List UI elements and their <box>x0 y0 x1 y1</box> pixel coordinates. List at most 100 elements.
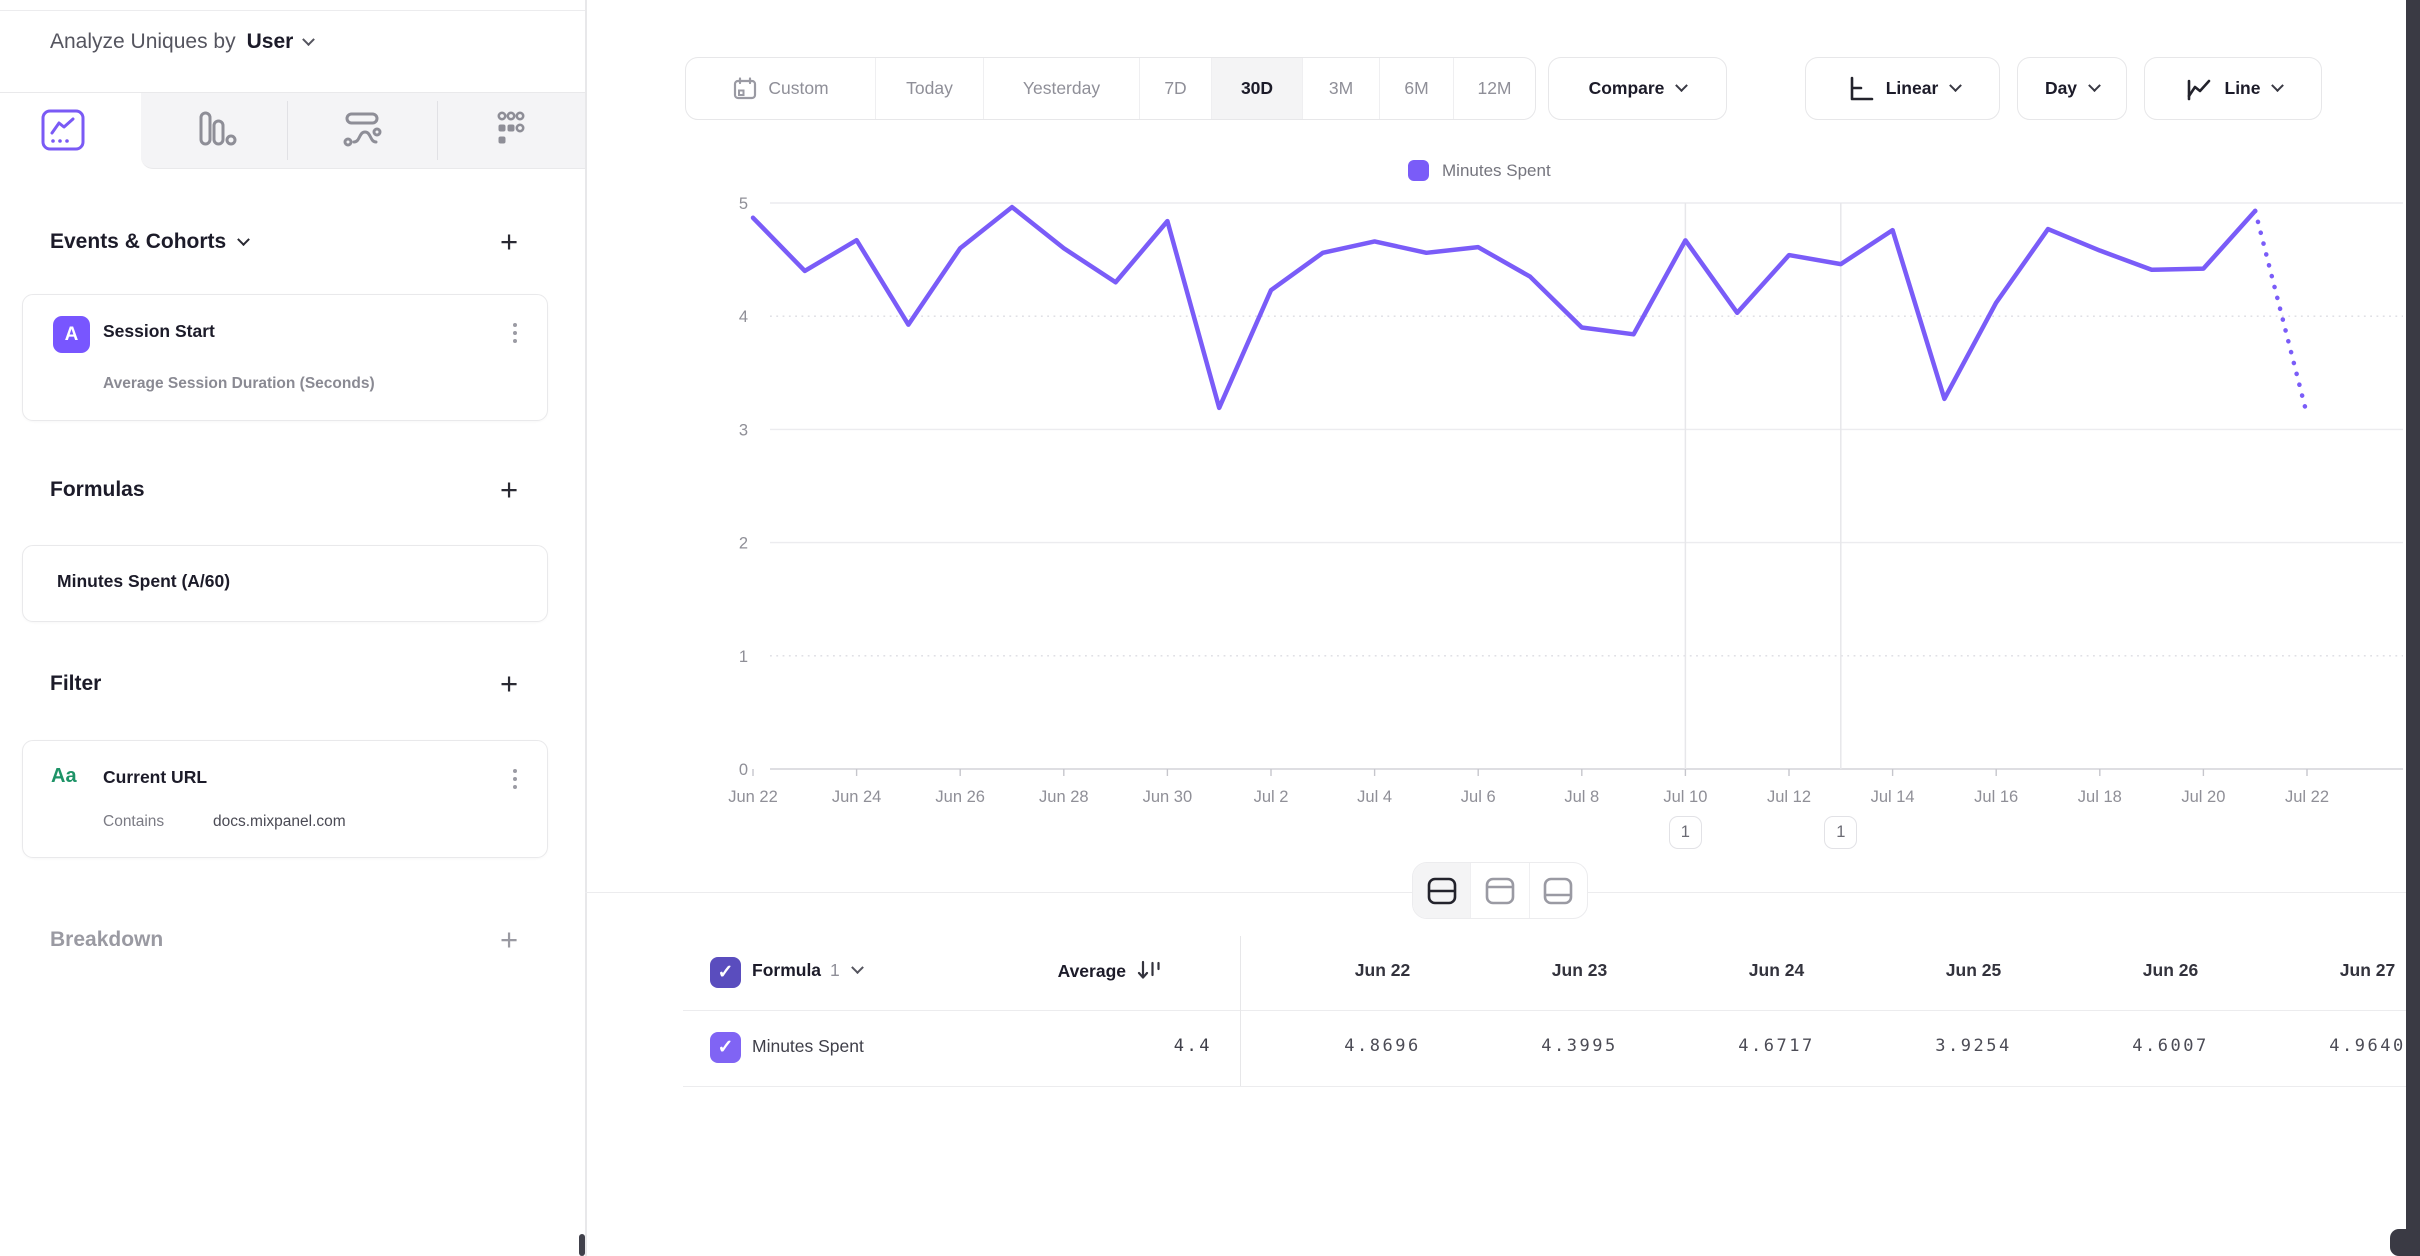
x-axis-label: Jul 14 <box>1871 788 1915 806</box>
add-formula-button[interactable]: + <box>499 472 519 507</box>
annotation-badge[interactable]: 1 <box>1668 816 1702 849</box>
layout-chart-only-button[interactable] <box>1470 863 1528 918</box>
filter-operator[interactable]: Contains <box>103 813 165 830</box>
add-breakdown-button[interactable]: + <box>499 922 519 957</box>
add-event-button[interactable]: + <box>499 224 519 259</box>
more-menu-icon[interactable] <box>509 765 521 793</box>
sort-descending-icon[interactable] <box>1136 958 1162 984</box>
x-axis-label: Jun 30 <box>1143 788 1193 806</box>
event-title[interactable]: Session Start <box>103 321 215 341</box>
chart-type-button[interactable]: Line <box>2144 57 2322 120</box>
flows-tab-icon[interactable] <box>339 108 385 152</box>
analyze-uniques-row[interactable]: Analyze Uniques by User <box>50 30 316 54</box>
retention-grid-tab-icon[interactable] <box>488 108 534 152</box>
window-edge-strip <box>2406 0 2420 1256</box>
average-header-label: Average <box>1057 960 1126 981</box>
layout-split-button[interactable] <box>1413 863 1471 918</box>
y-axis-label: 0 <box>739 761 748 779</box>
date-range-3m[interactable]: 3M <box>1302 58 1379 119</box>
date-range-label: Yesterday <box>1022 78 1101 98</box>
filter-value[interactable]: docs.mixpanel.com <box>213 813 346 830</box>
chevron-down-icon <box>1675 79 1689 93</box>
table-date-header[interactable]: Jun 23 <box>1551 960 1608 980</box>
select-all-checkbox[interactable]: ✓ <box>710 957 741 988</box>
event-aggregation[interactable]: Average Session Duration (Seconds) <box>103 375 375 392</box>
layout-toggle-group <box>1412 862 1588 919</box>
x-axis-label: Jun 28 <box>1039 788 1089 806</box>
date-range-label: Custom <box>768 78 829 98</box>
legend-label: Minutes Spent <box>1442 160 1551 180</box>
chevron-down-icon <box>237 232 251 246</box>
date-range-custom[interactable]: Custom <box>686 58 875 119</box>
layout-table-only-button[interactable] <box>1528 863 1587 918</box>
bar-chart-tab-icon[interactable] <box>191 108 237 152</box>
x-axis-label: Jul 8 <box>1564 788 1599 806</box>
events-cohorts-header[interactable]: Events & Cohorts <box>50 230 251 254</box>
formula-card[interactable]: Minutes Spent (A/60) <box>22 545 548 622</box>
filter-card-current-url[interactable]: Aa Current URL Contains docs.mixpanel.co… <box>22 740 548 858</box>
analyze-uniques-label: Analyze Uniques by <box>50 30 236 53</box>
tab-divider <box>287 101 288 160</box>
add-filter-button[interactable]: + <box>499 666 519 701</box>
filter-header: Filter <box>50 672 101 696</box>
formula-group-header[interactable]: Formula 1 <box>752 960 864 981</box>
table-date-header[interactable]: Jun 26 <box>2142 960 2199 980</box>
analyze-uniques-value[interactable]: User <box>246 30 294 53</box>
x-axis-label: Jul 4 <box>1357 788 1392 806</box>
formula-group-number: 1 <box>830 960 840 980</box>
date-range-label: Today <box>906 78 953 98</box>
scale-button[interactable]: Linear <box>1805 57 2000 120</box>
formula-expression[interactable]: Minutes Spent (A/60) <box>57 571 231 591</box>
compare-button[interactable]: Compare <box>1548 57 1727 120</box>
annotation-badge[interactable]: 1 <box>1824 816 1858 849</box>
series-line <box>750 204 2258 411</box>
date-range-6m[interactable]: 6M <box>1379 58 1453 119</box>
table-date-header[interactable]: Jun 25 <box>1945 960 2002 980</box>
breakdown-label: Breakdown <box>50 928 164 951</box>
table-cell-value: 4.6717 <box>1738 1036 1815 1056</box>
y-axis-label: 5 <box>739 195 748 213</box>
date-range-7d[interactable]: 7D <box>1139 58 1211 119</box>
filter-property[interactable]: Current URL <box>103 767 208 787</box>
event-letter-badge: A <box>53 316 90 353</box>
table-date-header[interactable]: Jun 27 <box>2339 960 2396 980</box>
series-checkbox[interactable]: ✓ <box>710 1032 741 1063</box>
date-range-label: 30D <box>1240 78 1274 98</box>
scrollbar-thumb[interactable] <box>2390 1229 2420 1256</box>
average-column-header[interactable]: Average <box>1000 958 1162 984</box>
report-tab-bar <box>0 92 585 169</box>
chevron-down-icon <box>2088 79 2101 93</box>
table-row-divider <box>683 1010 2406 1011</box>
date-range-label: 3M <box>1328 78 1354 98</box>
date-range-yesterday[interactable]: Yesterday <box>983 58 1139 119</box>
series-average-value: 4.4 <box>1173 1036 1212 1056</box>
series-row-label[interactable]: Minutes Spent <box>752 1036 864 1056</box>
more-menu-icon[interactable] <box>509 319 521 347</box>
chevron-down-icon <box>1949 79 1963 93</box>
chart-legend[interactable]: Minutes Spent <box>1408 160 1551 181</box>
events-cohorts-label: Events & Cohorts <box>50 230 227 253</box>
event-card-session-start[interactable]: A Session Start Average Session Duration… <box>22 294 548 421</box>
line-chart[interactable]: 0 1 2 3 4 5 Jun 22 Jun 24 Jun 26 Jun 28 Jun 30 Jul … <box>585 130 2420 870</box>
x-axis-label: Jul 2 <box>1254 788 1289 806</box>
granularity-label: Day <box>2044 78 2078 98</box>
granularity-button[interactable]: Day <box>2017 57 2127 120</box>
date-range-today[interactable]: Today <box>875 58 983 119</box>
date-range-30d[interactable]: 30D <box>1211 58 1302 119</box>
sidebar-scrollbar-thumb[interactable] <box>579 1234 585 1256</box>
table-cell-value: 3.9254 <box>1935 1036 2012 1056</box>
x-axis-label: Jun 24 <box>832 788 882 806</box>
table-cell-value: 4.9640 <box>2329 1036 2406 1056</box>
x-axis-label: Jul 12 <box>1767 788 1811 806</box>
calendar-icon <box>734 76 757 99</box>
line-chart-tab-icon[interactable] <box>40 108 86 152</box>
date-range-label: 12M <box>1477 78 1512 98</box>
x-axis-label: Jul 10 <box>1663 788 1707 806</box>
date-range-segmented-control: Custom Today Yesterday 7D 30D 3M 6M 12M <box>685 57 1536 120</box>
x-axis-label: Jul 18 <box>2078 788 2122 806</box>
chart-type-label: Line <box>2224 78 2261 98</box>
table-date-header[interactable]: Jun 24 <box>1748 960 1805 980</box>
table-date-header[interactable]: Jun 22 <box>1354 960 1411 980</box>
date-range-12m[interactable]: 12M <box>1453 58 1535 119</box>
table-row-divider <box>683 1086 2406 1087</box>
